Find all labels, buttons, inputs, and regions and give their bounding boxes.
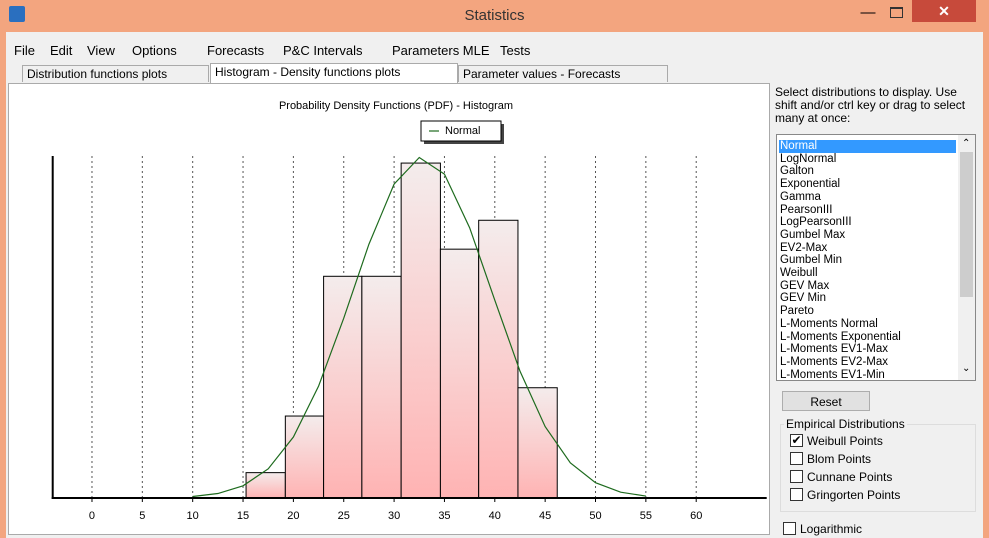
close-button[interactable]: ✕: [912, 0, 976, 22]
checkbox-box[interactable]: [783, 522, 796, 536]
bar: [361, 275, 402, 499]
list-item[interactable]: Galton: [780, 165, 814, 178]
menu-item[interactable]: Forecasts: [207, 43, 265, 58]
legend-box: [420, 120, 502, 142]
list-item[interactable]: Gumbel Min: [780, 254, 842, 267]
x-tick-label: 5: [139, 510, 145, 522]
legend-label: Normal: [445, 125, 480, 137]
menu-item[interactable]: File: [14, 43, 35, 58]
bar: [245, 472, 286, 499]
distribution-list[interactable]: ⌃ ⌄ Normal LogNormal Galton Exponential Gamm…: [776, 134, 976, 381]
menu-item[interactable]: Edit: [50, 43, 73, 58]
list-item[interactable]: L-Moments EV2-Max: [780, 355, 889, 368]
x-tick-label: 60: [690, 510, 702, 522]
list-item[interactable]: Exponential: [780, 178, 841, 191]
list-item[interactable]: Gumbel Max: [780, 228, 846, 241]
list-item[interactable]: Pareto: [780, 305, 814, 318]
checkbox[interactable]: Logarithmic: [783, 522, 862, 537]
list-item[interactable]: L-Moments Normal: [780, 317, 878, 330]
list-item[interactable]: GEV Min: [780, 292, 827, 305]
tab[interactable]: Parameter values - Forecasts: [458, 65, 668, 82]
checkbox[interactable]: Gringorten Points: [790, 488, 900, 503]
checkbox-label: Cunnane Points: [807, 470, 893, 484]
checkbox-box[interactable]: [790, 452, 803, 466]
density-curve: [192, 156, 646, 498]
scrollbar[interactable]: ⌃ ⌄: [958, 135, 975, 380]
checkbox-label: Gringorten Points: [807, 488, 901, 502]
list-item[interactable]: Weibull: [780, 267, 818, 279]
list-item[interactable]: LogPearsonIII: [780, 216, 852, 229]
scroll-up[interactable]: ⌃: [962, 138, 971, 149]
bar: [478, 219, 519, 499]
menu-item[interactable]: View: [87, 43, 115, 58]
tab[interactable]: Histogram - Density functions plots: [210, 63, 458, 83]
scroll-thumb[interactable]: [960, 152, 973, 297]
checkbox-box[interactable]: ✔: [790, 433, 803, 448]
list-item[interactable]: L-Moments Exponential: [780, 330, 901, 343]
list-item[interactable]: Normal: [779, 140, 956, 153]
checkbox[interactable]: Cunnane Points: [790, 470, 892, 485]
bar: [323, 275, 363, 499]
list-item[interactable]: LogNormal: [780, 152, 837, 165]
bar: [439, 248, 480, 499]
list-item[interactable]: L-Moments EV1-Min: [780, 368, 885, 381]
minimize-button[interactable]: —: [860, 4, 876, 21]
x-tick-label: 55: [640, 510, 652, 522]
reset-button[interactable]: Reset: [782, 391, 870, 411]
checkbox-box[interactable]: [790, 488, 803, 502]
x-tick-label: 0: [89, 510, 95, 522]
x-tick-label: 15: [237, 510, 249, 522]
list-item[interactable]: L-Moments EV1-Max: [780, 343, 889, 356]
bar: [400, 162, 441, 499]
x-tick-label: 25: [338, 510, 350, 522]
menu-item[interactable]: Tests: [500, 43, 531, 58]
maximize-button[interactable]: [885, 2, 907, 22]
bar: [284, 415, 325, 499]
scroll-down[interactable]: ⌄: [962, 363, 971, 374]
checkbox-label: Blom Points: [807, 452, 872, 466]
chart-title: Probability Density Functions (PDF) - Hi…: [279, 100, 513, 112]
list-item[interactable]: Gamma: [780, 190, 821, 203]
list-item[interactable]: EV2-Max: [780, 241, 828, 254]
checkbox-label: Weibull Points: [807, 434, 883, 448]
chart: Probability Density Functions (PDF) - Hi…: [8, 83, 770, 535]
bar: [517, 387, 558, 499]
instructions: Select distributions to display. Use shi…: [775, 85, 966, 125]
checkbox[interactable]: Blom Points: [790, 452, 871, 467]
menu-item[interactable]: Parameters MLE: [392, 43, 490, 58]
checkbox[interactable]: ✔ Weibull Points: [790, 434, 883, 449]
checkbox-box[interactable]: [790, 470, 803, 484]
tab[interactable]: Distribution functions plots: [22, 65, 209, 82]
x-tick-label: 35: [438, 510, 450, 522]
window-title: Statistics: [464, 7, 525, 24]
x-tick-label: 10: [187, 510, 199, 522]
app-icon: [9, 6, 25, 22]
x-tick-label: 40: [489, 510, 501, 522]
group-title: Empirical Distributions: [784, 417, 907, 431]
x-tick-label: 30: [388, 510, 400, 522]
x-tick-label: 45: [539, 510, 551, 522]
menu-item[interactable]: Options: [132, 43, 177, 58]
list-item[interactable]: GEV Max: [780, 279, 830, 292]
x-tick-label: 50: [589, 510, 601, 522]
x-tick-label: 20: [287, 510, 299, 522]
checkbox-label: Logarithmic: [800, 522, 863, 536]
menu-item[interactable]: P&C Intervals: [283, 43, 363, 58]
list-item[interactable]: PearsonIII: [780, 203, 833, 216]
